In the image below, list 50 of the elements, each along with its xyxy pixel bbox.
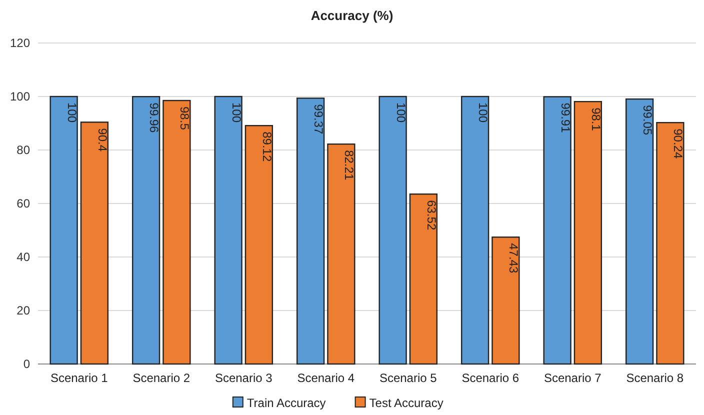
x-tick-label: Scenario 5 (379, 371, 438, 385)
data-label: 47.43 (506, 243, 521, 274)
x-tick-label: Scenario 7 (544, 371, 602, 385)
y-tick-label: 40 (16, 250, 30, 264)
data-label: 98.1 (588, 108, 603, 132)
x-tick-label: Scenario 1 (50, 371, 108, 385)
legend-label: Train Accuracy (246, 396, 326, 410)
y-tick-label: 20 (16, 304, 30, 318)
x-tick-label: Scenario 3 (214, 371, 273, 385)
data-label: 99.37 (312, 104, 326, 135)
bar (492, 236, 520, 365)
data-label: 100 (476, 102, 490, 123)
x-tick-label: Scenario 2 (132, 371, 190, 385)
legend-label: Test Accuracy (369, 396, 444, 410)
bar (296, 98, 325, 365)
bar (409, 193, 438, 365)
x-tick-label: Scenario 8 (626, 371, 684, 385)
data-label: 100 (64, 102, 79, 123)
bar (162, 100, 191, 365)
bar (460, 96, 490, 365)
bar (50, 96, 78, 365)
chart-title: Accuracy (%) (310, 8, 394, 23)
data-label: 90.24 (671, 128, 686, 159)
bar (625, 98, 654, 365)
data-label: 63.52 (424, 200, 438, 230)
bar (244, 125, 274, 365)
bar (574, 100, 602, 365)
data-label: 100 (394, 102, 408, 123)
x-tick-label: Scenario 4 (297, 371, 355, 385)
bar (543, 96, 572, 365)
data-label: 98.5 (178, 106, 192, 130)
bar (80, 122, 109, 365)
data-label: 99.91 (558, 102, 572, 134)
y-tick-label: 100 (10, 90, 30, 104)
data-label: 82.21 (342, 150, 356, 180)
data-label: 99.05 (640, 105, 655, 136)
data-label: 90.4 (95, 128, 110, 152)
x-tick-label: Scenario 6 (462, 371, 520, 385)
bar (327, 143, 356, 365)
bar (214, 96, 242, 365)
data-label: 99.96 (147, 102, 162, 133)
data-label: 100 (229, 102, 244, 123)
data-label: 89.12 (260, 132, 274, 162)
y-tick-label: 80 (16, 143, 30, 158)
y-tick-label: 120 (10, 36, 30, 50)
y-tick-label: 60 (16, 196, 30, 211)
y-tick-label: 0 (23, 357, 30, 372)
bar (132, 96, 160, 365)
bar (378, 96, 407, 365)
bar (656, 122, 684, 365)
